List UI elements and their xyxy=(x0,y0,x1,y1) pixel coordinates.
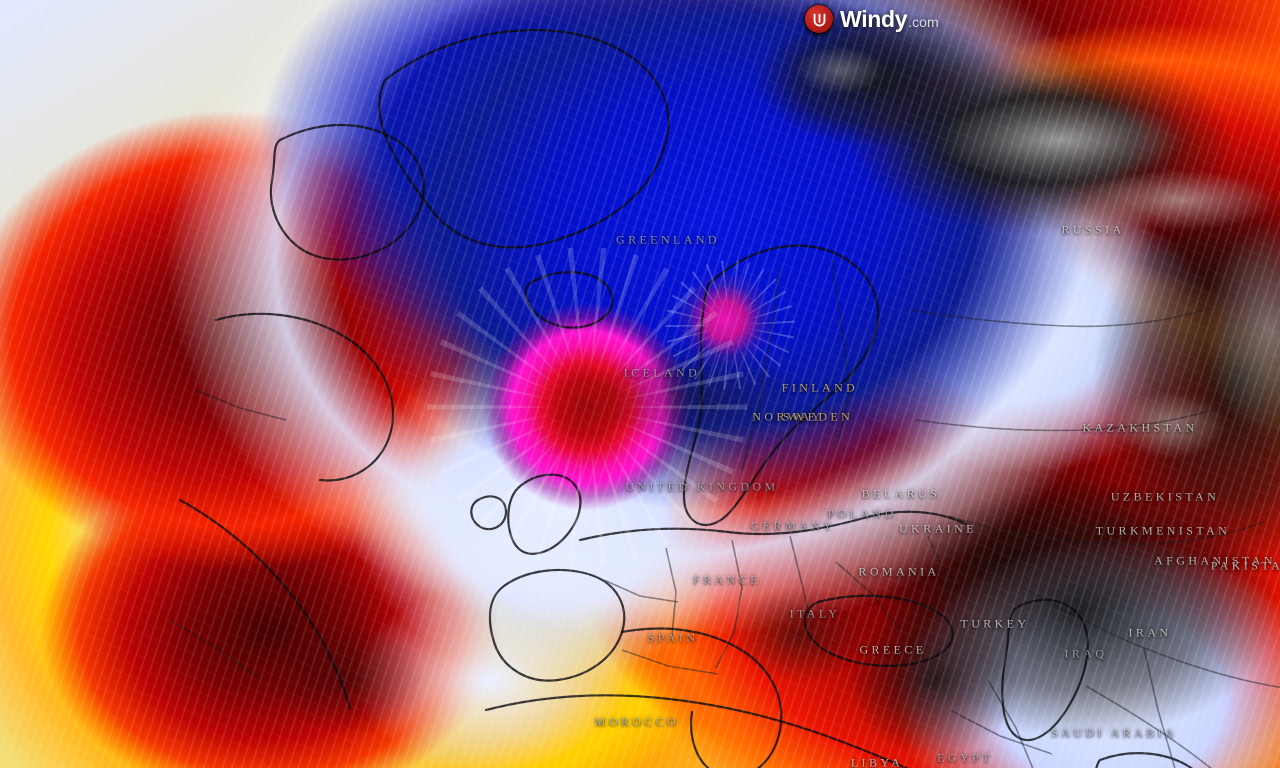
windy-logo[interactable]: Windy .com xyxy=(803,3,945,35)
windy-logo-mark-icon xyxy=(805,5,833,33)
windy-logo-tld: .com xyxy=(908,13,939,30)
windy-logo-brand: Windy xyxy=(840,5,908,32)
windy-logo-text: Windy .com xyxy=(840,5,939,32)
